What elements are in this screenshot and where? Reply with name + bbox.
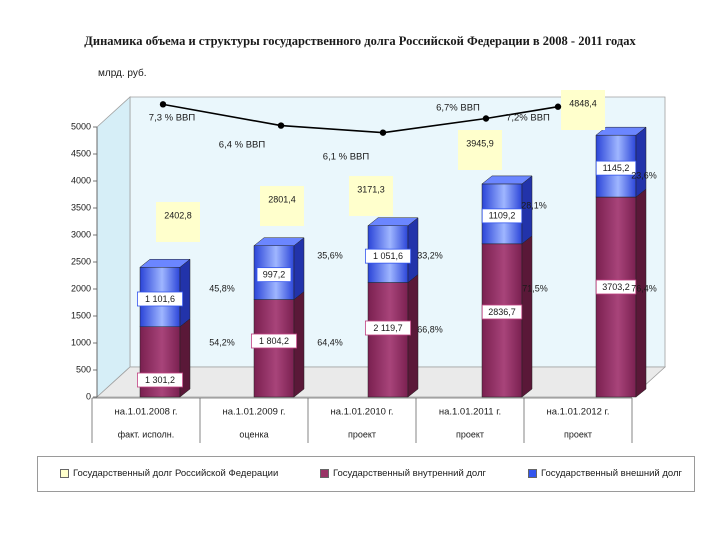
- total-label: 4848,4: [569, 98, 597, 108]
- x-tick-label: на.1.01.2012 г.: [546, 407, 609, 418]
- total-label-bg: [349, 176, 393, 216]
- total-label: 3945,9: [466, 138, 494, 148]
- external-share-label: 23,6%: [631, 170, 657, 180]
- chart-title: Динамика объема и структуры государствен…: [84, 34, 636, 48]
- legend-swatch-external: [528, 468, 537, 478]
- legend-label-domestic: Государственный внутренний долг: [333, 468, 487, 479]
- total-label: 2801,4: [268, 194, 296, 204]
- bar-domestic-4-front: [595, 196, 637, 398]
- gdp-share-point: [277, 122, 285, 129]
- external-share-label: 33,2%: [417, 250, 443, 260]
- legend-label-total: Государственный долг Российской Федераци…: [73, 468, 279, 479]
- bar-domestic-3-front: [481, 243, 523, 398]
- y-tick-label: 3000: [71, 229, 91, 239]
- external-value-label-box: [256, 267, 292, 283]
- external-share-label: 35,6%: [317, 250, 343, 260]
- domestic-value-label: 2836,7: [488, 307, 516, 317]
- bar-domestic-2-side: [407, 274, 419, 398]
- x-tick-label: на.1.01.2011 г.: [439, 407, 501, 418]
- x-tick-label: на.1.01.2008 г.: [114, 407, 177, 418]
- legend-item-external: Государственный внешний долг: [528, 468, 682, 479]
- bar-external-2-top: [367, 217, 419, 226]
- bar-domestic-3-side: [521, 235, 533, 398]
- domestic-value-label-box: [364, 320, 411, 336]
- external-value-label: 997,2: [263, 270, 286, 280]
- total-label-bg: [458, 130, 502, 170]
- domestic-value-label: 1 804,2: [259, 336, 289, 346]
- gdp-share-label: 7,3 % ВВП: [149, 113, 196, 124]
- y-tick-label: 2000: [71, 283, 91, 293]
- legend-item-domestic: Государственный внутренний долг: [320, 468, 486, 479]
- y-tick-label: 1000: [71, 337, 91, 347]
- external-share-label: 28,1%: [521, 200, 547, 210]
- external-value-label-box: [481, 208, 523, 224]
- gdp-share-point: [554, 103, 562, 110]
- domestic-share-label: 76,4%: [631, 283, 657, 293]
- legend-swatch-domestic: [320, 468, 329, 478]
- y-tick-label: 4500: [71, 148, 91, 158]
- y-tick-label: 3500: [71, 202, 91, 212]
- external-value-label: 1 101,6: [145, 294, 175, 304]
- chart-side-wall: [96, 96, 131, 398]
- external-value-label: 1109,2: [489, 211, 516, 221]
- total-label: 3171,3: [357, 184, 385, 194]
- y-tick-label: 4000: [71, 175, 91, 185]
- domestic-share-label: 54,2%: [209, 337, 235, 347]
- bar-external-3-top: [481, 175, 533, 185]
- x-category-note: оценка: [239, 429, 268, 439]
- bar-external-0-top: [139, 258, 191, 268]
- total-label-bg: [156, 202, 200, 242]
- domestic-value-label-box: [136, 372, 183, 388]
- gdp-share-point: [482, 115, 490, 122]
- gdp-share-label: 6,7% ВВП: [436, 103, 480, 114]
- external-value-label-box: [136, 291, 183, 307]
- gdp-share-label: 6,1 % ВВП: [323, 152, 370, 163]
- bar-external-4-side: [635, 126, 647, 198]
- gdp-share-point: [379, 129, 387, 136]
- domestic-value-label: 1 301,2: [145, 375, 175, 385]
- units-label: млрд. руб.: [98, 68, 147, 79]
- domestic-value-label-box: [250, 333, 297, 349]
- x-tick-label: на.1.01.2009 г.: [222, 407, 285, 418]
- gdp-share-point: [159, 101, 167, 108]
- domestic-value-label-box: [481, 304, 523, 320]
- external-share-label: 45,8%: [209, 283, 235, 293]
- y-tick-label: 2500: [71, 256, 91, 266]
- y-tick-label: 1500: [71, 310, 91, 320]
- x-tick-label: на.1.01.2010 г.: [330, 407, 393, 418]
- y-tick-label: 500: [76, 364, 91, 374]
- external-value-label-box: [595, 160, 637, 176]
- x-category-note: проект: [564, 429, 592, 439]
- domestic-value-label: 2 119,7: [373, 323, 402, 333]
- gdp-share-label: 7,2% ВВП: [506, 113, 550, 124]
- y-tick-label: 5000: [71, 121, 91, 131]
- legend: Государственный долг Российской Федераци…: [37, 456, 695, 492]
- y-tick-label: 0: [86, 391, 91, 401]
- domestic-value-label: 3703,2: [602, 282, 630, 292]
- x-category-note: проект: [456, 429, 484, 439]
- domestic-share-label: 71,5%: [522, 283, 548, 293]
- legend-label-external: Государственный внешний долг: [541, 468, 683, 479]
- total-label-bg: [260, 186, 304, 226]
- legend-item-total: Государственный долг Российской Федераци…: [60, 468, 278, 479]
- gdp-share-label: 6,4 % ВВП: [219, 140, 266, 151]
- bar-external-1-top: [253, 237, 305, 246]
- external-value-label: 1 051,6: [373, 251, 403, 261]
- domestic-share-label: 64,4%: [317, 337, 343, 347]
- bar-external-1-side: [293, 237, 305, 301]
- bar-domestic-2-front: [367, 282, 409, 398]
- external-value-label-box: [364, 248, 411, 264]
- external-value-label: 1145,2: [603, 163, 630, 173]
- total-label: 2402,8: [164, 210, 192, 220]
- domestic-value-label-box: [595, 279, 637, 295]
- domestic-share-label: 66,8%: [417, 324, 443, 334]
- x-category-note: факт. исполн.: [118, 429, 175, 439]
- x-category-note: проект: [348, 429, 376, 439]
- legend-swatch-total: [60, 468, 69, 478]
- total-label-bg: [561, 90, 605, 130]
